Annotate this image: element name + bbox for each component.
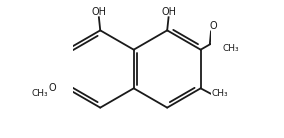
Text: O: O <box>49 83 56 93</box>
Text: CH₃: CH₃ <box>212 89 228 98</box>
Text: CH₃: CH₃ <box>223 44 239 53</box>
Text: CH₃: CH₃ <box>32 89 48 98</box>
Text: O: O <box>209 21 217 31</box>
Text: OH: OH <box>161 7 176 17</box>
Text: OH: OH <box>91 7 106 17</box>
